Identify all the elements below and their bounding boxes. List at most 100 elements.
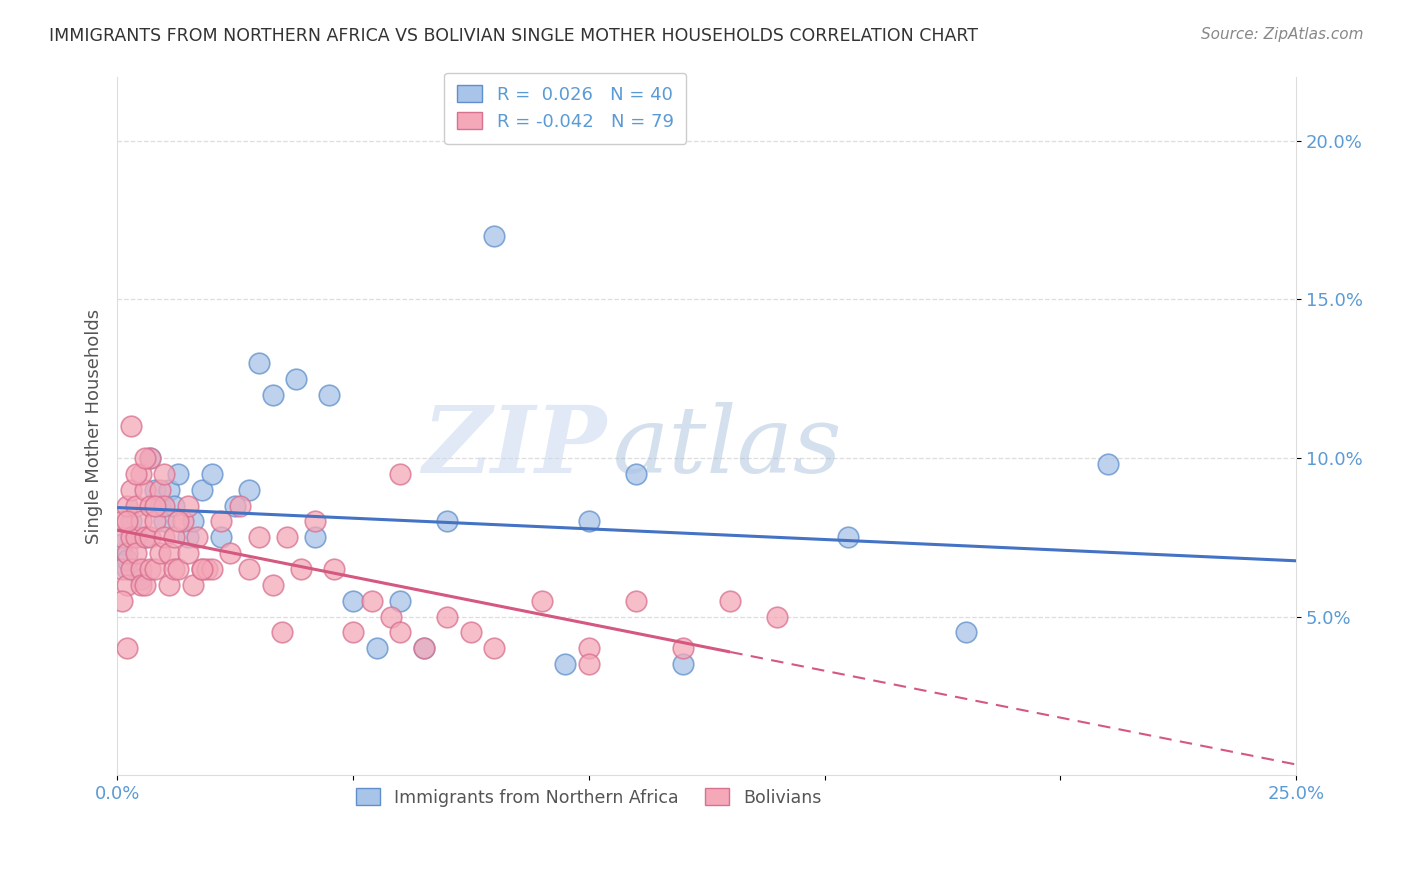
Text: ZIP: ZIP — [422, 402, 606, 492]
Point — [172, 515, 194, 529]
Point — [115, 578, 138, 592]
Point — [766, 609, 789, 624]
Point — [129, 562, 152, 576]
Point — [412, 641, 434, 656]
Point — [191, 562, 214, 576]
Point — [177, 546, 200, 560]
Point — [143, 515, 166, 529]
Point — [163, 499, 186, 513]
Point — [157, 578, 180, 592]
Point — [120, 530, 142, 544]
Point — [139, 450, 162, 465]
Point — [530, 593, 553, 607]
Point — [157, 546, 180, 560]
Point — [111, 562, 134, 576]
Legend: Immigrants from Northern Africa, Bolivians: Immigrants from Northern Africa, Bolivia… — [347, 780, 830, 815]
Point — [111, 536, 134, 550]
Point — [262, 578, 284, 592]
Point — [578, 515, 600, 529]
Point — [238, 483, 260, 497]
Point — [149, 483, 172, 497]
Point — [718, 593, 741, 607]
Point — [115, 641, 138, 656]
Point — [125, 530, 148, 544]
Point — [139, 450, 162, 465]
Point — [153, 467, 176, 481]
Point — [115, 552, 138, 566]
Point — [209, 515, 232, 529]
Point — [125, 530, 148, 544]
Point — [149, 546, 172, 560]
Point — [200, 562, 222, 576]
Point — [134, 578, 156, 592]
Point — [129, 572, 152, 586]
Point — [318, 387, 340, 401]
Point — [111, 530, 134, 544]
Y-axis label: Single Mother Households: Single Mother Households — [86, 309, 103, 544]
Point — [389, 625, 412, 640]
Point — [247, 530, 270, 544]
Point — [186, 530, 208, 544]
Point — [134, 450, 156, 465]
Point — [134, 483, 156, 497]
Point — [412, 641, 434, 656]
Point — [200, 467, 222, 481]
Point — [276, 530, 298, 544]
Point — [624, 593, 647, 607]
Point — [290, 562, 312, 576]
Point — [134, 530, 156, 544]
Point — [139, 562, 162, 576]
Point — [157, 483, 180, 497]
Point — [224, 499, 246, 513]
Point — [360, 593, 382, 607]
Point — [1097, 458, 1119, 472]
Point — [167, 515, 190, 529]
Point — [143, 499, 166, 513]
Point — [436, 515, 458, 529]
Point — [115, 499, 138, 513]
Point — [484, 229, 506, 244]
Point — [271, 625, 294, 640]
Point — [115, 515, 138, 529]
Point — [247, 356, 270, 370]
Point — [120, 419, 142, 434]
Point — [167, 562, 190, 576]
Point — [129, 467, 152, 481]
Point — [342, 625, 364, 640]
Point — [111, 515, 134, 529]
Point — [129, 578, 152, 592]
Point — [484, 641, 506, 656]
Point — [262, 387, 284, 401]
Point — [177, 499, 200, 513]
Point — [139, 499, 162, 513]
Point — [342, 593, 364, 607]
Point — [125, 546, 148, 560]
Point — [125, 467, 148, 481]
Point — [229, 499, 252, 513]
Point — [115, 562, 138, 576]
Point — [672, 657, 695, 672]
Point — [181, 578, 204, 592]
Point — [304, 530, 326, 544]
Point — [153, 530, 176, 544]
Point — [436, 609, 458, 624]
Point — [120, 562, 142, 576]
Point — [120, 515, 142, 529]
Point — [578, 641, 600, 656]
Point — [837, 530, 859, 544]
Point — [143, 562, 166, 576]
Point — [153, 515, 176, 529]
Point — [460, 625, 482, 640]
Point — [238, 562, 260, 576]
Point — [219, 546, 242, 560]
Point — [111, 593, 134, 607]
Point — [143, 483, 166, 497]
Point — [134, 530, 156, 544]
Point — [304, 515, 326, 529]
Point — [111, 546, 134, 560]
Point — [624, 467, 647, 481]
Point — [285, 372, 308, 386]
Point — [389, 467, 412, 481]
Point — [191, 562, 214, 576]
Point — [672, 641, 695, 656]
